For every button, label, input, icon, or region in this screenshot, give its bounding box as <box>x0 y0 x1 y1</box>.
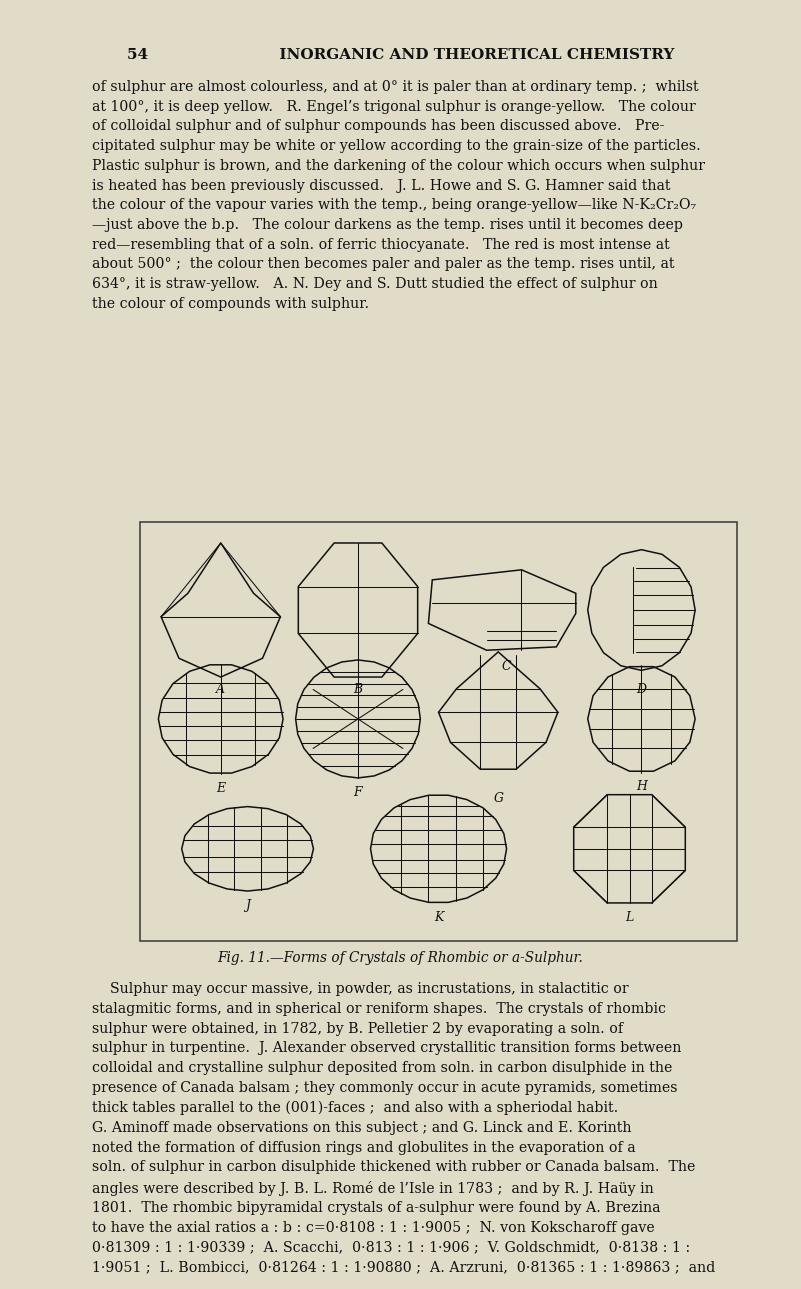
Text: Sulphur may occur massive, in powder, as incrustations, in stalactitic or
stalag: Sulphur may occur massive, in powder, as… <box>92 982 715 1275</box>
Text: K: K <box>434 911 443 924</box>
Text: J: J <box>245 900 250 913</box>
Text: of sulphur are almost colourless, and at 0° it is paler than at ordinary temp. ;: of sulphur are almost colourless, and at… <box>92 80 705 311</box>
Text: B: B <box>353 683 363 696</box>
Text: E: E <box>216 782 225 795</box>
Text: F: F <box>354 786 362 799</box>
Text: C: C <box>501 660 511 673</box>
Text: 54                         INORGANIC AND THEORETICAL CHEMISTRY: 54 INORGANIC AND THEORETICAL CHEMISTRY <box>127 48 674 62</box>
Text: H: H <box>636 780 647 793</box>
Text: L: L <box>626 911 634 924</box>
Text: A: A <box>216 683 225 696</box>
Text: Fig. 11.—Forms of Crystals of Rhombic or a-Sulphur.: Fig. 11.—Forms of Crystals of Rhombic or… <box>218 951 583 965</box>
FancyBboxPatch shape <box>140 522 737 941</box>
Text: G: G <box>493 793 503 806</box>
Text: D: D <box>637 683 646 696</box>
